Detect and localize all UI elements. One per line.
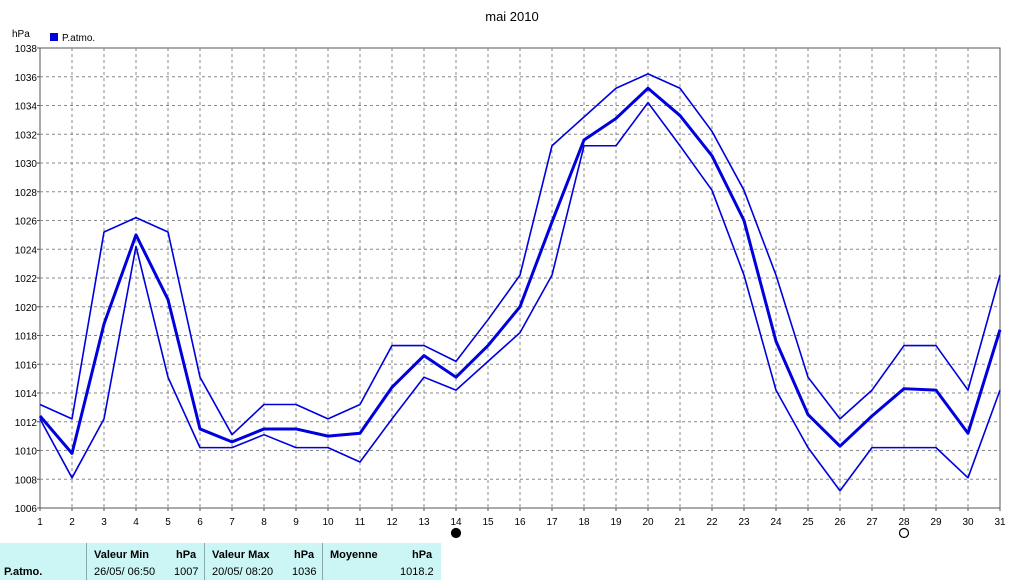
x-tick-label: 2 bbox=[69, 517, 75, 528]
stats-min-when: 26/05/ 06:50 bbox=[94, 566, 156, 578]
y-tick-label: 1034 bbox=[15, 102, 38, 113]
x-tick-label: 9 bbox=[293, 517, 299, 528]
stats-mean-value: 1018.2 bbox=[400, 566, 434, 578]
x-tick-label: 13 bbox=[418, 517, 430, 528]
x-tick-label: 28 bbox=[898, 517, 910, 528]
x-tick-label: 21 bbox=[674, 517, 686, 528]
y-tick-label: 1038 bbox=[15, 44, 38, 55]
stats-divider bbox=[322, 543, 323, 580]
x-tick-label: 19 bbox=[610, 517, 622, 528]
legend-label: P.atmo. bbox=[62, 33, 95, 44]
x-tick-label: 24 bbox=[770, 517, 782, 528]
x-tick-label: 15 bbox=[482, 517, 494, 528]
x-tick-label: 29 bbox=[930, 517, 942, 528]
y-tick-label: 1012 bbox=[15, 418, 38, 429]
x-tick-label: 18 bbox=[578, 517, 590, 528]
x-tick-label: 11 bbox=[355, 517, 366, 528]
moon-phases bbox=[450, 527, 910, 539]
x-tick-label: 1 bbox=[37, 517, 43, 528]
stats-mean-unit: hPa bbox=[412, 549, 433, 561]
stats-max-unit: hPa bbox=[294, 549, 315, 561]
y-tick-label: 1018 bbox=[15, 332, 38, 343]
x-tick-label: 22 bbox=[706, 517, 718, 528]
x-tick-labels: 1 2 3 4 5 6 7 8 9 10 11 12 13 14 15 16 17 18 19 20 21 22 23 24 2… bbox=[37, 517, 1006, 528]
y-tick-label: 1030 bbox=[15, 159, 38, 170]
stats-mean-header: Moyenne bbox=[330, 549, 378, 561]
y-axis-label: hPa bbox=[12, 29, 30, 40]
series-line-min bbox=[39, 101, 1001, 492]
pressure-chart: 1006100810101012101410161018102010221024… bbox=[12, 9, 1006, 539]
x-tick-label: 5 bbox=[165, 517, 171, 528]
series-lines bbox=[38, 73, 1002, 492]
y-tick-label: 1010 bbox=[15, 447, 38, 458]
y-tick-label: 1006 bbox=[15, 504, 38, 515]
stats-divider bbox=[86, 543, 87, 580]
x-tick-label: 12 bbox=[386, 517, 398, 528]
x-tick-label: 30 bbox=[962, 517, 974, 528]
y-tick-label: 1022 bbox=[15, 274, 38, 285]
x-tick-label: 14 bbox=[450, 517, 462, 528]
y-tick-label: 1020 bbox=[15, 303, 38, 314]
stats-panel: P.atmo. Valeur Min hPa 26/05/ 06:50 1007… bbox=[0, 543, 1024, 580]
full-moon-icon bbox=[898, 527, 910, 539]
y-tick-label: 1028 bbox=[15, 188, 38, 199]
y-tick-label: 1016 bbox=[15, 360, 38, 371]
y-tick-label: 1032 bbox=[15, 130, 38, 141]
stats-max-header: Valeur Max bbox=[212, 549, 270, 561]
series-line-mean bbox=[38, 86, 1002, 455]
x-tick-label: 6 bbox=[197, 517, 203, 528]
x-tick-label: 25 bbox=[802, 517, 814, 528]
x-tick-label: 7 bbox=[229, 517, 235, 528]
x-tick-label: 20 bbox=[642, 517, 654, 528]
x-tick-label: 10 bbox=[322, 517, 334, 528]
stats-blank-area bbox=[441, 543, 1024, 580]
y-tick-labels: 1006 1008 1010 1012 1014 1016 1018 1020 1022 1024… bbox=[15, 44, 38, 515]
chart-title: mai 2010 bbox=[485, 9, 538, 24]
stats-min-unit: hPa bbox=[176, 549, 197, 561]
stats-max-when: 20/05/ 08:20 bbox=[212, 566, 274, 578]
x-tick-label: 16 bbox=[514, 517, 526, 528]
x-tick-label: 3 bbox=[101, 517, 107, 528]
x-tick-label: 31 bbox=[994, 517, 1006, 528]
y-tick-label: 1036 bbox=[15, 73, 38, 84]
x-tick-label: 27 bbox=[866, 517, 878, 528]
stats-divider bbox=[204, 543, 205, 580]
series-line-max bbox=[39, 73, 1001, 436]
x-tick-label: 23 bbox=[738, 517, 750, 528]
y-tick-label: 1026 bbox=[15, 217, 38, 228]
new-moon-icon bbox=[450, 527, 462, 539]
x-tick-label: 26 bbox=[834, 517, 846, 528]
x-tick-label: 17 bbox=[546, 517, 558, 528]
legend-swatch bbox=[50, 33, 58, 41]
x-tick-label: 4 bbox=[133, 517, 139, 528]
y-tick-label: 1024 bbox=[15, 245, 38, 256]
stats-min-value: 1007 bbox=[174, 566, 199, 578]
stats-row-label: P.atmo. bbox=[4, 566, 43, 578]
y-tick-label: 1014 bbox=[15, 389, 38, 400]
stats-min-header: Valeur Min bbox=[94, 549, 150, 561]
x-tick-label: 8 bbox=[261, 517, 267, 528]
y-tick-label: 1008 bbox=[15, 475, 38, 486]
stats-max-value: 1036 bbox=[292, 566, 317, 578]
